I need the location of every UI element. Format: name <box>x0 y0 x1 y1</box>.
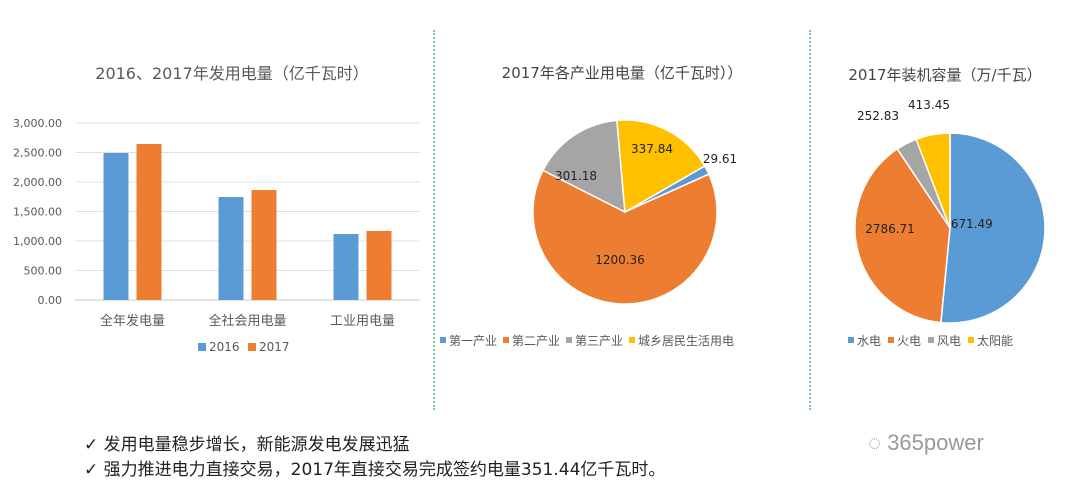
x-tick-label: 工业用电量 <box>330 314 395 329</box>
industry-pie-data-label: 301.18 <box>555 169 597 183</box>
capacity-pie-data-label: 413.45 <box>908 98 950 112</box>
legend-swatch <box>629 337 635 343</box>
divider-right <box>809 30 811 410</box>
legend-swatch <box>888 337 894 343</box>
industry-pie-slice <box>541 119 626 214</box>
legend-label: 第二产业 <box>512 334 560 348</box>
industry-pie-data-label: 1200.36 <box>595 253 645 267</box>
bar-2016 <box>103 153 129 300</box>
legend-swatch <box>566 337 572 343</box>
x-tick-label: 全年发电量 <box>100 313 165 329</box>
y-tick-label: 2,500.00 <box>13 147 62 160</box>
bar-2017 <box>136 144 162 300</box>
bar-2016 <box>333 233 359 300</box>
legend-label: 火电 <box>897 334 921 348</box>
capacity-pie-slice <box>915 132 951 229</box>
wechat-icon: ◌ <box>868 430 888 455</box>
legend-label: 2016 <box>209 340 240 354</box>
industry-pie-slice <box>532 169 718 305</box>
y-tick-label: 3,000.00 <box>13 117 62 130</box>
bullet-list: ✓ 发用电量稳步增长，新能源发电发展迅猛 ✓ 强力推进电力直接交易，2017年直… <box>84 433 665 483</box>
y-tick-label: 0.00 <box>38 294 63 307</box>
industry-pie-title: 2017年各产业用电量（亿千瓦时）） <box>502 64 743 82</box>
y-tick-label: 1,000.00 <box>13 235 62 248</box>
legend-label: 第三产业 <box>575 334 623 348</box>
y-tick-label: 500.00 <box>24 265 63 278</box>
legend-label: 城乡居民生活用电 <box>638 334 734 348</box>
divider-left <box>433 30 435 410</box>
legend-swatch <box>198 343 206 351</box>
industry-pie-data-label: 29.61 <box>703 152 737 166</box>
watermark-text: 365power <box>887 430 984 455</box>
legend-swatch <box>440 337 446 343</box>
capacity-pie-data-label: 3671.49 <box>943 217 993 231</box>
industry-pie-data-label: 337.84 <box>631 142 673 156</box>
legend-swatch <box>848 337 854 343</box>
capacity-pie-title: 2017年装机容量（万/千瓦） <box>848 66 1041 84</box>
capacity-pie-slice <box>940 132 1046 324</box>
bar-2017 <box>251 190 277 300</box>
legend-swatch <box>248 343 256 351</box>
y-tick-label: 2,000.00 <box>13 176 62 189</box>
x-tick-label: 全社会用电量 <box>208 313 286 329</box>
bar-2016 <box>218 196 244 300</box>
legend-label: 第一产业 <box>449 334 497 348</box>
bullet-2: ✓ 强力推进电力直接交易，2017年直接交易完成签约电量351.44亿千瓦时。 <box>84 460 666 480</box>
industry-pie-slice <box>616 119 706 214</box>
capacity-pie-data-label: 252.83 <box>857 109 899 123</box>
bullet-1: ✓ 发用电量稳步增长，新能源发电发展迅猛 <box>84 435 410 455</box>
legend-label: 太阳能 <box>977 333 1013 348</box>
legend-label: 水电 <box>857 334 881 348</box>
bar-2017 <box>366 230 392 300</box>
capacity-pie-data-label: 2786.71 <box>865 222 915 236</box>
legend-label: 风电 <box>937 334 961 348</box>
legend-swatch <box>928 337 934 343</box>
capacity-pie-slice <box>854 147 951 324</box>
legend-swatch <box>503 337 509 343</box>
watermark: ◌ 365power <box>868 430 984 456</box>
y-tick-label: 1,500.00 <box>13 206 62 219</box>
legend-swatch <box>968 337 974 343</box>
legend-label: 2017 <box>259 340 290 354</box>
bar-chart-title: 2016、2017年发用电量（亿千瓦时） <box>95 64 368 83</box>
